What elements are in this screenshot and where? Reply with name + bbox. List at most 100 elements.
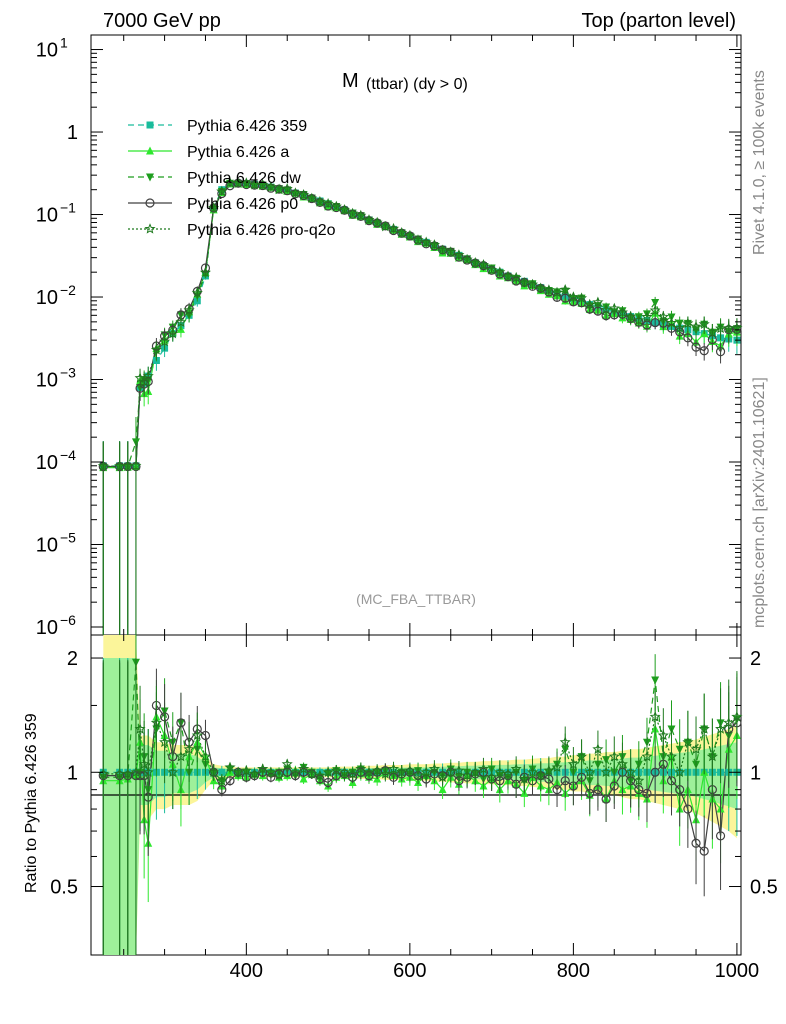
- ratio-point: [379, 768, 391, 779]
- ratio-point: [477, 763, 489, 774]
- main-point: [608, 302, 620, 314]
- main-point: [616, 306, 628, 318]
- main-point: [257, 179, 269, 190]
- ratio-point: [691, 838, 701, 848]
- ratio-point: [191, 729, 203, 741]
- main-point: [404, 229, 416, 241]
- x-tick-label: 400: [230, 960, 263, 982]
- ratio-point: [593, 785, 603, 795]
- main-point: [559, 284, 571, 295]
- main-point: [138, 375, 150, 387]
- ratio-point: [551, 761, 563, 773]
- ratio-point: [225, 776, 235, 786]
- ratio-point: [559, 736, 571, 747]
- y-tick-exponent: 1: [60, 35, 68, 51]
- ratio-point: [510, 763, 522, 774]
- main-point: [273, 183, 285, 195]
- ratio-point: [674, 766, 686, 777]
- ratio-band-green: [103, 658, 737, 955]
- main-point: [175, 316, 187, 327]
- main-point: [633, 314, 645, 325]
- y-tick-base: 10: [36, 40, 58, 62]
- ratio-point: [218, 768, 226, 776]
- main-point: [651, 299, 660, 308]
- rivet-label: Rivet 4.1.0, ≥ 100k events: [751, 70, 768, 255]
- ratio-point: [543, 764, 555, 776]
- ratio-point: [518, 773, 530, 784]
- ratio-point: [216, 774, 228, 786]
- main-point: [217, 188, 227, 199]
- ratio-point: [715, 723, 727, 734]
- main-point: [682, 317, 694, 329]
- main-point: [625, 310, 637, 322]
- ratio-point: [731, 710, 743, 722]
- x-tick-label: 1000: [715, 960, 760, 982]
- main-point: [150, 344, 162, 355]
- ratio-point: [330, 764, 342, 776]
- mcplots-label: mcplots.cern.ch [arXiv:2401.10621]: [751, 377, 768, 628]
- main-point: [208, 202, 220, 213]
- y-tick-exponent: −1: [60, 200, 76, 216]
- main-point: [387, 222, 400, 234]
- ratio-point: [224, 761, 236, 773]
- ratio-y-axis-label: Ratio to Pythia 6.426 359: [23, 713, 40, 893]
- ratio-point: [486, 771, 498, 782]
- ratio-point: [600, 766, 612, 777]
- ratio-point: [633, 774, 645, 786]
- ratio-point: [469, 766, 481, 777]
- y-tick-label: 1: [67, 122, 78, 144]
- ratio-point: [616, 758, 628, 769]
- main-point: [429, 241, 439, 251]
- ratio-y-tick-label-right: 0.5: [750, 877, 778, 899]
- main-point: [167, 327, 179, 339]
- main-point: [191, 286, 203, 298]
- main-point: [494, 266, 506, 277]
- ratio-point: [502, 768, 514, 779]
- ratio-point: [159, 736, 171, 747]
- chart-title-sub: (ttbar) (dy > 0): [366, 76, 468, 93]
- main-point: [641, 311, 653, 322]
- process-label: Top (parton level): [581, 10, 736, 32]
- ratio-point: [273, 769, 285, 781]
- ratio-point: [396, 766, 408, 777]
- ratio-point: [690, 743, 702, 754]
- ratio-y-tick-label-left: 0.5: [50, 877, 78, 899]
- main-point: [715, 322, 727, 334]
- ratio-point: [698, 723, 710, 734]
- legend-label-4: Pythia 6.426 p0: [187, 196, 298, 213]
- ratio-point: [404, 764, 416, 776]
- main-point: [122, 460, 134, 471]
- main-point: [600, 303, 612, 315]
- legend-marker-5: [144, 223, 156, 234]
- main-point: [306, 192, 318, 204]
- y-tick-label: 10: [36, 452, 58, 474]
- y-tick-label: 10: [36, 535, 58, 557]
- main-point: [683, 333, 693, 343]
- main-point: [281, 182, 293, 194]
- y-tick-base: 1: [67, 122, 78, 144]
- y-tick-base: 10: [36, 370, 58, 392]
- ratio-point: [175, 750, 187, 762]
- ratio-y-tick-label-left: 2: [67, 648, 78, 670]
- ratio-point: [665, 750, 678, 762]
- main-point: [657, 310, 669, 322]
- main-point: [199, 266, 211, 278]
- ratio-point: [257, 763, 269, 774]
- y-tick-base: 10: [36, 205, 58, 227]
- main-point: [691, 342, 701, 352]
- main-point: [338, 203, 350, 215]
- ratio-point: [412, 769, 424, 781]
- main-point: [502, 270, 514, 282]
- ratio-point: [609, 781, 619, 791]
- ratio-point: [298, 763, 310, 774]
- ratio-y-tick-label-left: 1: [67, 762, 78, 784]
- ratio-point: [138, 758, 150, 769]
- ratio-point: [355, 763, 367, 774]
- ratio-point: [371, 764, 383, 776]
- ratio-point: [183, 743, 195, 754]
- ratio-point: [649, 710, 661, 722]
- ratio-point: [199, 750, 211, 762]
- main-point: [355, 209, 367, 221]
- main-point: [282, 185, 292, 196]
- main-point: [690, 320, 702, 332]
